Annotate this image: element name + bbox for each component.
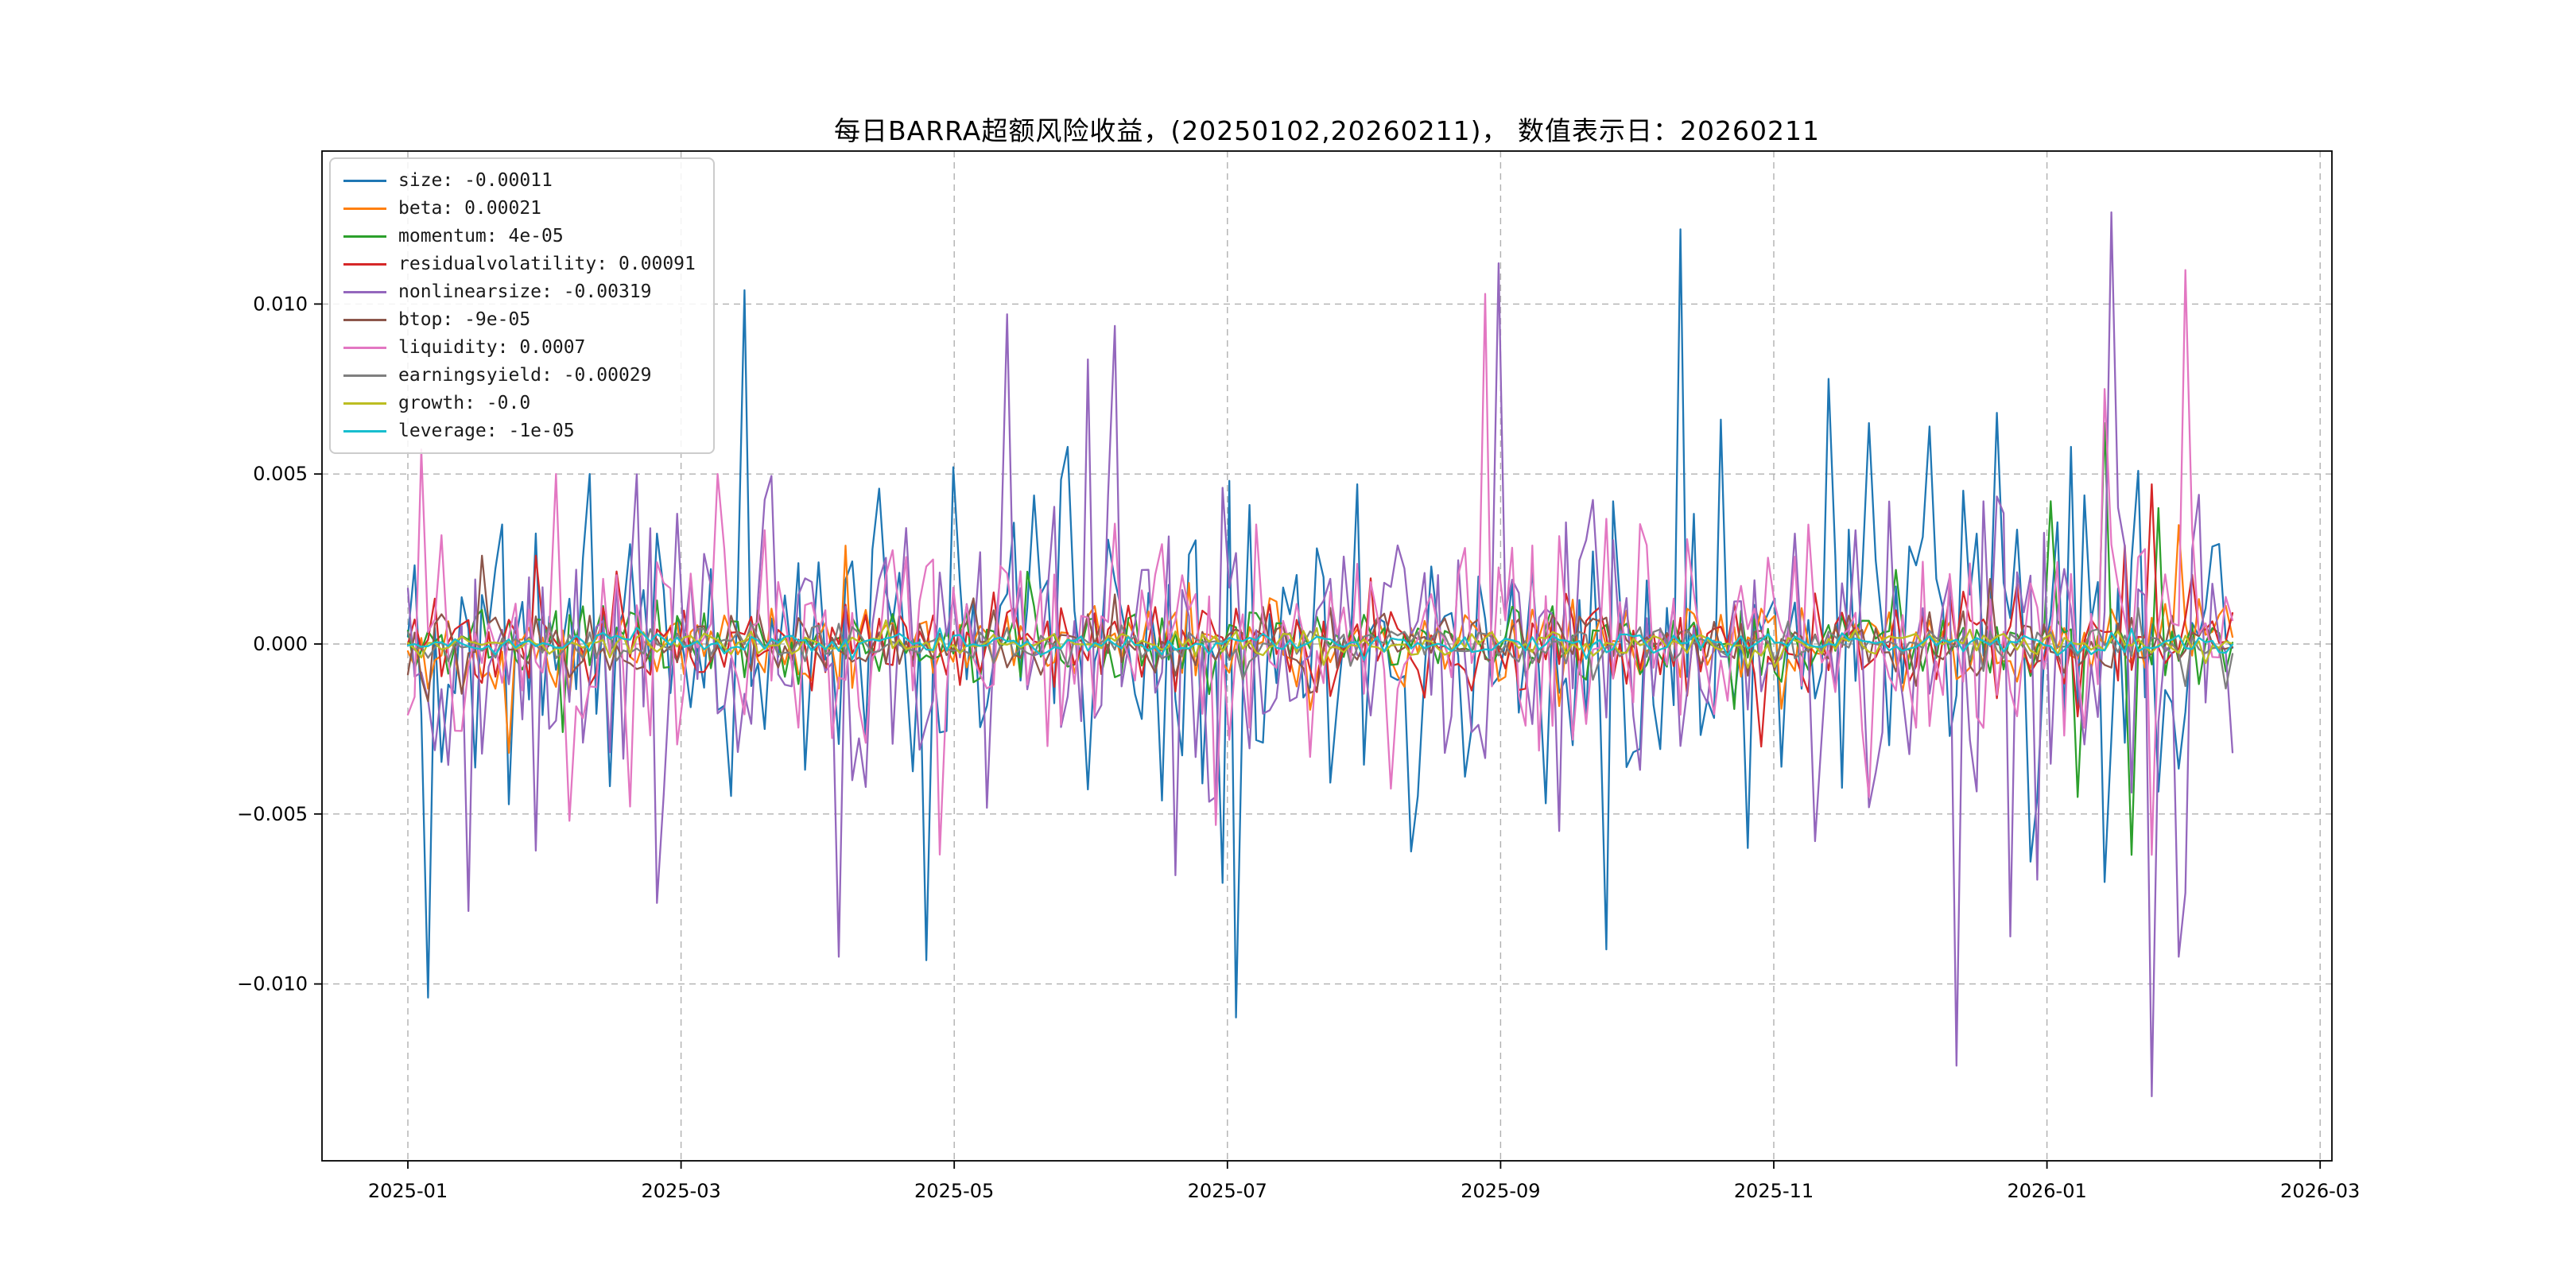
series-line-leverage (406, 627, 2234, 661)
legend-item-residualvolatility: residualvolatility: 0.00091 (343, 252, 696, 276)
legend-item-beta: beta: 0.00021 (343, 196, 696, 220)
legend-item-size: size: -0.00011 (343, 169, 696, 192)
series-lines (406, 211, 2234, 1097)
axis-tick-labels: 0.010 0.005 0.000 −0.005 −0.010 2025-01 2025-0… (237, 293, 2360, 1202)
legend-item-btop: btop: -9e-05 (343, 308, 696, 332)
x-tick-label: 2025-05 (914, 1180, 994, 1202)
legend-item-leverage: leverage: -1e-05 (343, 419, 696, 443)
legend-item-nonlinearsize: nonlinearsize: -0.00319 (343, 280, 696, 304)
legend-label: leverage: -1e-05 (398, 421, 575, 441)
legend-item-liquidity: liquidity: 0.0007 (343, 336, 696, 359)
legend-item-growth: growth: -0.0 (343, 391, 696, 415)
x-tick-label: 2025-09 (1461, 1180, 1540, 1202)
legend-line-swatch (343, 179, 386, 182)
legend-item-earningsyield: earningsyield: -0.00029 (343, 363, 696, 387)
legend: size: -0.00011 beta: 0.00021 momentum: 4e-… (329, 157, 715, 454)
legend-label: beta: 0.00021 (398, 198, 542, 219)
y-tick-label: −0.005 (237, 803, 308, 825)
y-tick-label: 0.000 (253, 633, 308, 655)
series-line-liquidity (406, 269, 2234, 856)
legend-line-swatch (343, 207, 386, 210)
chart-title: 每日BARRA超额风险收益，(20250102,20260211)， 数值表示日… (834, 115, 1820, 146)
legend-line-swatch (343, 262, 386, 266)
axis-ticks (314, 303, 2322, 1169)
series-line-momentum (406, 421, 2234, 856)
y-tick-label: 0.005 (253, 463, 308, 485)
legend-line-swatch (343, 290, 386, 293)
x-tick-label: 2025-07 (1188, 1180, 1267, 1202)
x-tick-label: 2025-11 (1734, 1180, 1814, 1202)
y-tick-label: 0.010 (253, 293, 308, 315)
legend-line-swatch (343, 346, 386, 349)
y-tick-label: −0.010 (237, 973, 308, 995)
legend-label: growth: -0.0 (398, 393, 531, 413)
legend-line-swatch (343, 318, 386, 321)
legend-label: momentum: 4e-05 (398, 226, 564, 246)
legend-line-swatch (343, 235, 386, 238)
x-tick-label: 2025-01 (368, 1180, 448, 1202)
legend-label: earningsyield: -0.00029 (398, 365, 652, 386)
legend-label: liquidity: 0.0007 (398, 337, 586, 358)
legend-label: size: -0.00011 (398, 170, 553, 191)
legend-line-swatch (343, 402, 386, 405)
x-tick-label: 2026-03 (2280, 1180, 2360, 1202)
legend-item-momentum: momentum: 4e-05 (343, 224, 696, 248)
x-tick-label: 2026-01 (2007, 1180, 2086, 1202)
legend-label: residualvolatility: 0.00091 (398, 254, 696, 274)
legend-label: nonlinearsize: -0.00319 (398, 281, 652, 302)
legend-label: btop: -9e-05 (398, 309, 531, 330)
axes-spines (321, 150, 2333, 1162)
legend-line-swatch (343, 374, 386, 377)
legend-line-swatch (343, 429, 386, 433)
x-tick-label: 2025-03 (641, 1180, 720, 1202)
